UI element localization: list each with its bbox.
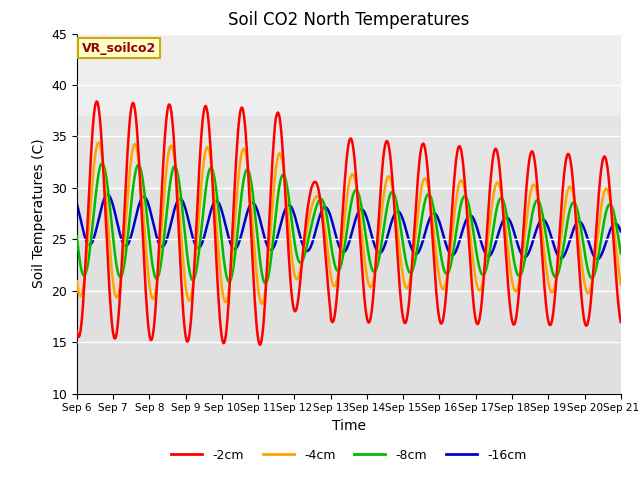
Bar [77,188,621,260]
Text: VR_soilco2: VR_soilco2 [82,42,157,55]
Y-axis label: Soil Temperatures (C): Soil Temperatures (C) [31,139,45,288]
Bar [77,116,621,188]
Bar [77,34,621,116]
Legend: -2cm, -4cm, -8cm, -16cm: -2cm, -4cm, -8cm, -16cm [166,444,531,467]
Title: Soil CO2 North Temperatures: Soil CO2 North Temperatures [228,11,470,29]
X-axis label: Time: Time [332,419,366,433]
